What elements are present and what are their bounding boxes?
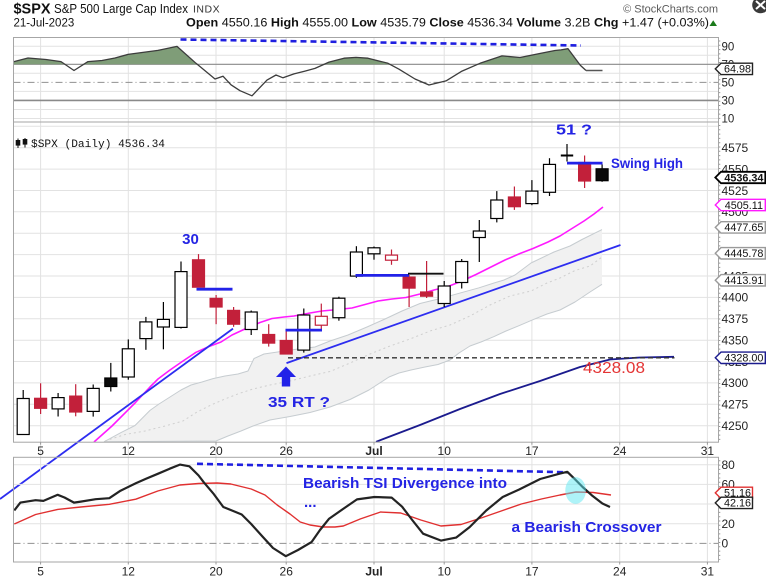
svg-text:$SPX (Daily) 4536.34: $SPX (Daily) 4536.34 [31,139,165,151]
svg-text:90: 90 [722,41,735,53]
svg-text:Jul: Jul [365,444,382,458]
svg-text:10: 10 [722,114,735,126]
svg-text:5: 5 [37,444,44,458]
svg-text:12: 12 [122,444,136,458]
svg-text:26: 26 [280,564,294,578]
svg-text:30: 30 [182,231,199,248]
svg-text:4525: 4525 [722,184,749,198]
svg-text:17: 17 [525,564,539,578]
svg-text:26: 26 [280,444,294,458]
svg-text:4505.11: 4505.11 [725,200,763,212]
svg-text:42.16: 42.16 [724,498,751,510]
svg-text:0: 0 [722,537,729,551]
svg-text:50: 50 [722,77,735,89]
svg-text:4350: 4350 [722,334,749,348]
svg-text:24: 24 [613,564,627,578]
svg-text:64.98: 64.98 [724,64,751,76]
svg-text:4328.08: 4328.08 [583,360,645,377]
svg-text:Swing High: Swing High [611,156,683,171]
svg-text:4477.65: 4477.65 [724,222,763,234]
svg-text:Jul: Jul [365,564,382,578]
svg-text:4445.78: 4445.78 [724,248,763,260]
svg-text:4250: 4250 [722,419,749,433]
svg-text:a Bearish Crossover: a Bearish Crossover [512,519,662,536]
svg-text:4400: 4400 [722,291,749,305]
svg-text:Open 4550.16 High 4555.00 Low: Open 4550.16 High 4555.00 Low 4535.79 Cl… [186,18,709,30]
svg-text:80: 80 [722,458,736,472]
svg-text:20: 20 [722,517,736,531]
svg-text:20: 20 [209,564,223,578]
svg-text:10: 10 [438,444,452,458]
svg-text:51 ?: 51 ? [556,122,592,139]
svg-text:4575: 4575 [722,141,749,155]
svg-text:31: 31 [701,444,715,458]
svg-text:Bearish TSI Divergence into: Bearish TSI Divergence into [303,475,507,492]
svg-text:INDX: INDX [193,4,220,16]
svg-text:4328.00: 4328.00 [724,353,763,365]
svg-text:35 RT ?: 35 RT ? [268,394,330,411]
svg-text:31: 31 [701,564,715,578]
svg-text:30: 30 [722,95,735,107]
svg-text:© StockCharts.com: © StockCharts.com [623,4,718,16]
svg-text:21-Jul-2023: 21-Jul-2023 [14,18,75,30]
svg-text:S&P 500 Large Cap Index: S&P 500 Large Cap Index [54,2,189,16]
svg-text:4375: 4375 [722,312,749,326]
svg-text:$SPX: $SPX [14,2,51,18]
svg-text:24: 24 [613,444,627,458]
svg-text:5: 5 [37,564,44,578]
svg-text:12: 12 [122,564,136,578]
svg-text:10: 10 [438,564,452,578]
svg-text:20: 20 [209,444,223,458]
svg-text:4275: 4275 [722,398,749,412]
svg-text:4536.34: 4536.34 [724,172,763,184]
svg-text:17: 17 [525,444,539,458]
svg-text:...: ... [304,494,317,511]
svg-text:4413.91: 4413.91 [724,275,763,287]
svg-text:4300: 4300 [722,376,749,390]
